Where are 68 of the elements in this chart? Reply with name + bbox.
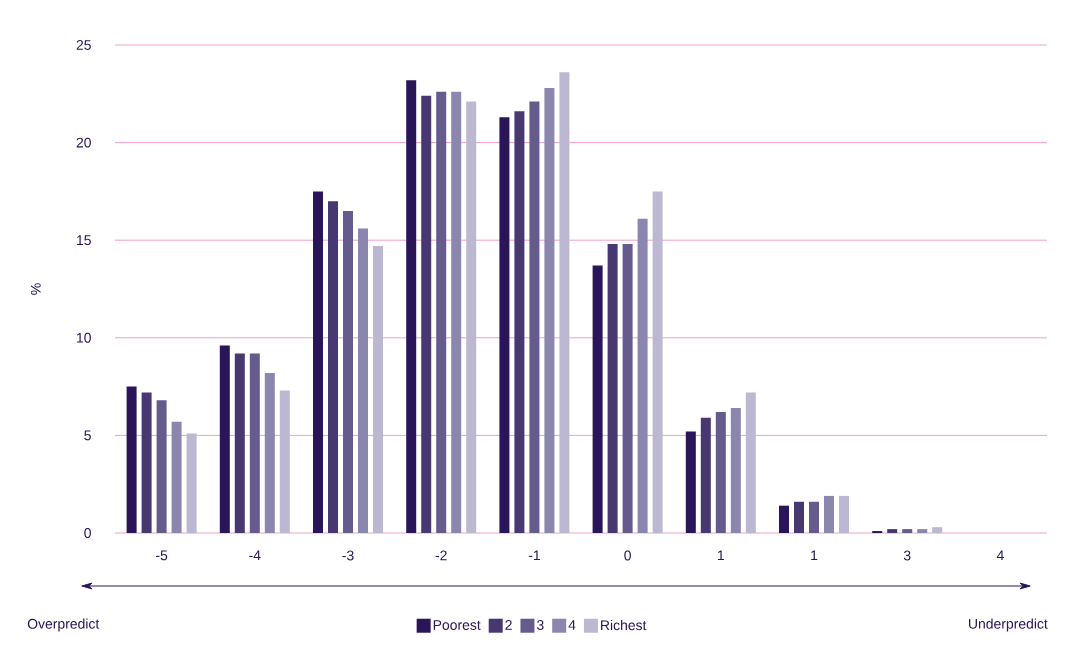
- bar: [219, 345, 230, 533]
- y-tick-label: 20: [76, 137, 91, 148]
- bar: [264, 372, 275, 533]
- x-tick-label: 3: [903, 550, 911, 561]
- bar: [234, 353, 245, 533]
- bar: [343, 210, 353, 533]
- bar: [809, 501, 820, 533]
- bar: [652, 191, 663, 533]
- bar: [126, 386, 137, 533]
- bar: [421, 95, 432, 533]
- legend-label: Poorest: [433, 620, 481, 630]
- bar: [186, 433, 197, 533]
- y-tick-label: 10: [77, 332, 91, 343]
- x-tick-label: -2: [435, 550, 447, 561]
- y-tick-label: 5: [84, 430, 91, 441]
- bar: [466, 101, 477, 533]
- legend-label: 4: [568, 620, 576, 630]
- bar: [436, 91, 447, 533]
- bar: [685, 431, 696, 533]
- bar: [249, 353, 260, 533]
- bar: [824, 495, 835, 533]
- bar: [902, 529, 913, 533]
- bar: [328, 201, 338, 533]
- bar: [358, 228, 368, 533]
- bar: [313, 191, 323, 533]
- bar: [373, 246, 383, 533]
- legend-label: 2: [505, 620, 512, 630]
- bar: [592, 265, 603, 533]
- bar: [451, 91, 462, 533]
- bar: [514, 111, 525, 533]
- bar: [839, 495, 850, 533]
- bar: [171, 421, 182, 533]
- bar: [622, 244, 633, 533]
- text: Underpredict: [969, 618, 1048, 632]
- bar: [156, 400, 167, 533]
- bar: [607, 244, 618, 533]
- bar: [794, 501, 805, 533]
- bar: [559, 72, 570, 533]
- y-tick-label: 15: [77, 235, 91, 246]
- bar: [887, 529, 898, 533]
- y-tick-label: 0: [84, 528, 91, 538]
- bar: [637, 218, 648, 533]
- x-tick-label: 0: [624, 550, 631, 561]
- bar: [499, 117, 510, 533]
- bar: [745, 392, 756, 533]
- bar: [779, 505, 790, 533]
- bar: [700, 417, 711, 533]
- y-axis-title: %: [30, 283, 41, 295]
- legend-label: 3: [536, 620, 544, 630]
- bar: [406, 80, 417, 533]
- bar: [279, 390, 290, 533]
- y-tick-label: 25: [76, 40, 91, 50]
- x-tick-label: 1: [811, 550, 818, 561]
- x-tick-label: 4: [996, 550, 1004, 561]
- bar: [917, 529, 928, 533]
- legend-label: Richest: [601, 619, 647, 631]
- bar: [544, 87, 555, 533]
- bar: [141, 392, 152, 533]
- bar: [932, 527, 943, 533]
- bar: [529, 101, 540, 533]
- bar: [730, 408, 741, 533]
- bar: [715, 411, 726, 533]
- x-tick-label: -3: [342, 550, 354, 561]
- x-tick-label: -1: [528, 550, 540, 561]
- text: Overpredict: [27, 618, 100, 632]
- x-tick-label: -5: [156, 550, 168, 561]
- x-tick-label: -4: [249, 550, 261, 561]
- x-tick-label: 1: [718, 550, 725, 561]
